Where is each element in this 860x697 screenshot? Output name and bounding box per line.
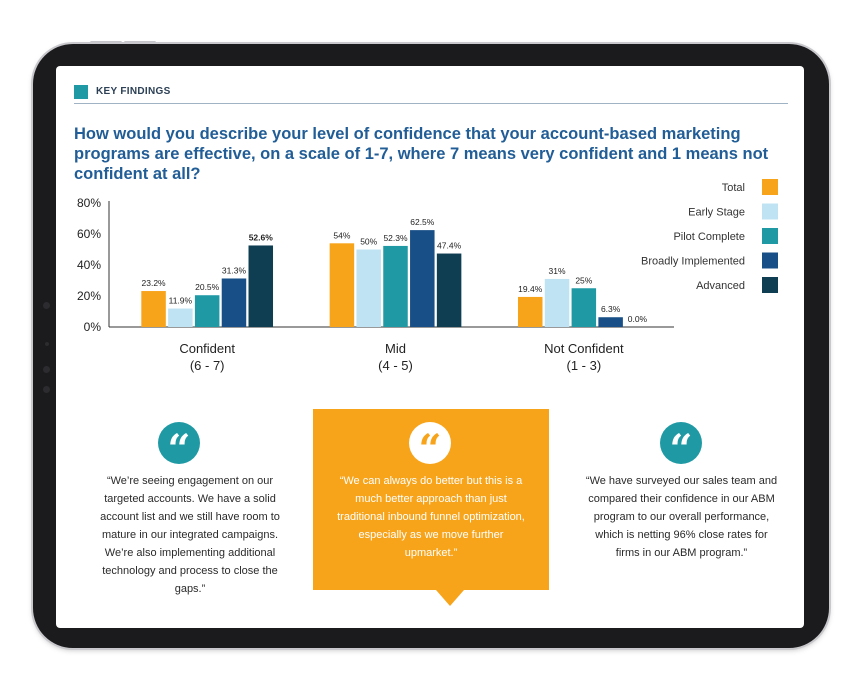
key-findings-label: KEY FINDINGS: [96, 86, 171, 97]
bar: [383, 245, 408, 327]
category-label: (4 - 5): [378, 358, 413, 373]
y-tick-label: 0%: [84, 320, 102, 334]
bar-value-label: 20.5%: [195, 282, 220, 292]
y-tick-label: 80%: [77, 196, 101, 210]
category-label: Confident: [179, 341, 235, 356]
bar: [517, 296, 543, 327]
confidence-bar-chart: 0% 20% 40% 60% 80% 23.2% 54% 19.4% 11.9% 50% 31% 2…: [77, 179, 778, 373]
bar-value-label: 6.3%: [601, 304, 621, 314]
key-findings-square-icon: [74, 85, 88, 99]
quote-icon: “: [158, 422, 200, 473]
legend-swatch: [762, 277, 778, 293]
y-tick-label: 40%: [77, 258, 101, 272]
category-label: (6 - 7): [190, 358, 225, 373]
bar-value-label: 52.6%: [249, 232, 274, 242]
bar-value-label: 31.3%: [222, 265, 247, 275]
bar: [248, 245, 274, 327]
bar: [544, 278, 570, 327]
bar-value-label: 50%: [360, 237, 377, 247]
bar: [141, 291, 166, 327]
legend-label: Broadly Implemented: [641, 256, 745, 268]
category-label: (1 - 3): [566, 358, 601, 373]
bar-value-label: 0.0%: [628, 314, 648, 324]
legend-label: Advanced: [696, 280, 745, 292]
bar: [436, 253, 462, 327]
sensor-icon: [45, 342, 49, 346]
y-tick-label: 20%: [77, 289, 101, 303]
bar-value-label: 25%: [575, 275, 592, 285]
bar-value-label: 31%: [549, 266, 566, 276]
quote-icon: “: [660, 422, 702, 473]
bar-value-label: 47.4%: [437, 241, 462, 251]
bar-value-label: 54%: [333, 230, 350, 240]
bar: [571, 288, 597, 327]
tablet-screen: KEY FINDINGS How would you describe your…: [56, 66, 804, 628]
camera-icon: [43, 302, 50, 309]
callout-pointer: [436, 590, 464, 606]
bar: [168, 308, 193, 327]
quote-right-text: “We have surveyed our sales team and com…: [585, 475, 778, 559]
bar-value-label: 11.9%: [169, 296, 193, 306]
legend-label: Pilot Complete: [673, 231, 745, 243]
bar: [221, 278, 247, 327]
bar-value-label: 62.5%: [410, 217, 435, 227]
legend-swatch: [762, 228, 778, 244]
bar: [356, 249, 381, 327]
category-label: Not Confident: [544, 341, 624, 356]
volume-button-top: [90, 41, 122, 44]
category-label: Mid: [385, 341, 406, 356]
legend-label: Total: [722, 182, 745, 194]
bar: [410, 230, 435, 327]
bar: [329, 243, 355, 327]
legend-swatch: [762, 179, 778, 195]
bar-value-label: 19.4%: [518, 284, 543, 294]
bar: [598, 317, 623, 327]
bar-value-label: 23.2%: [142, 278, 167, 288]
quote-icon: “: [409, 422, 451, 473]
y-tick-label: 60%: [77, 227, 101, 241]
legend-swatch: [762, 203, 778, 220]
bar-value-label: 52.3%: [383, 233, 408, 243]
volume-button-top-2: [124, 41, 156, 44]
header-divider: [74, 103, 788, 104]
side-button-icon-2: [43, 386, 50, 393]
legend-label: Early Stage: [688, 207, 745, 219]
survey-question: How would you describe your level of con…: [74, 125, 769, 183]
bar: [194, 295, 220, 327]
side-button-icon: [43, 366, 50, 373]
quote-left-text: “We’re seeing engagement on our targeted…: [100, 475, 280, 595]
quote-center-text: “We can always do better but this is a m…: [337, 475, 525, 559]
legend-swatch: [762, 252, 778, 269]
